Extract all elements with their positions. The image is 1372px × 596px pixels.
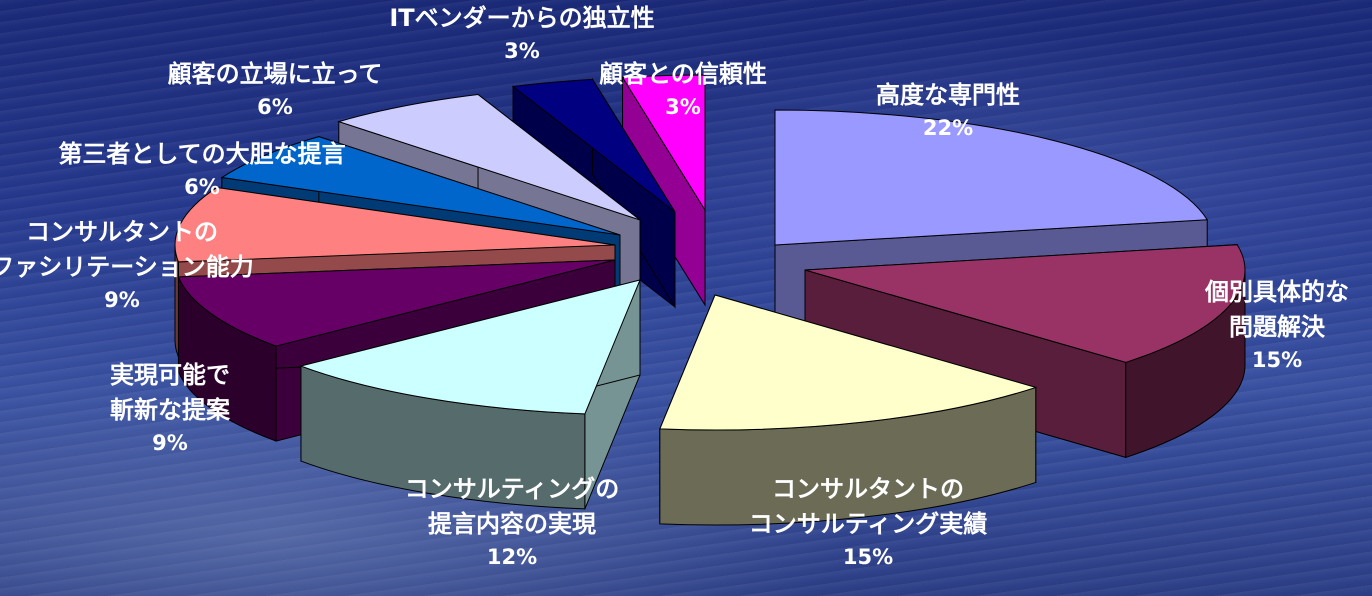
slice-category-label: 高度な専門性 bbox=[876, 81, 1020, 109]
slice-category-label: 実現可能で bbox=[110, 361, 230, 389]
pie-slice-2 bbox=[804, 244, 1246, 459]
slice-percent-label: 9% bbox=[152, 431, 188, 455]
slice-percent-label: 15% bbox=[843, 545, 893, 569]
slice-label-7: 第三者としての大胆な提言 6% bbox=[58, 140, 345, 199]
slice-category-label: 斬新な提案 bbox=[110, 396, 231, 424]
slice-category-label: 問題解決 bbox=[1229, 313, 1326, 341]
slice-category-label: ITベンダーからの独立性 bbox=[389, 4, 654, 32]
slice-category-label: コンサルティング実績 bbox=[749, 510, 988, 538]
slice-category-label: 第三者としての大胆な提言 bbox=[58, 140, 345, 168]
slice-percent-label: 22% bbox=[923, 116, 973, 140]
slice-percent-label: 9% bbox=[104, 288, 140, 312]
slice-category-label: コンサルタントの bbox=[26, 218, 218, 246]
pie-slice-4 bbox=[299, 279, 641, 510]
slice-category-label: コンサルタントの bbox=[772, 475, 964, 503]
slice-percent-label: 3% bbox=[504, 39, 540, 63]
slice-percent-label: 15% bbox=[1252, 348, 1302, 372]
slice-percent-label: 6% bbox=[257, 95, 293, 119]
pie-slice-3 bbox=[659, 294, 1038, 526]
slice-percent-label: 6% bbox=[184, 175, 220, 199]
slice-category-label: ファシリテーション能力 bbox=[0, 253, 254, 281]
slice-category-label: 顧客の立場に立って bbox=[168, 60, 383, 88]
slice-label-9: ITベンダーからの独立性 3% bbox=[389, 4, 654, 63]
slice-category-label: コンサルティングの bbox=[405, 475, 620, 503]
pie-slice-10 bbox=[621, 74, 706, 307]
slice-label-1: 高度な専門性 22% bbox=[876, 81, 1020, 140]
slice-label-10: 顧客との信頼性 3% bbox=[599, 60, 767, 119]
slice-percent-label: 12% bbox=[487, 545, 537, 569]
slice-category-label: 提言内容の実現 bbox=[428, 510, 596, 538]
slice-category-label: 個別具体的な bbox=[1204, 278, 1349, 306]
slice-category-label: 顧客との信頼性 bbox=[599, 60, 767, 88]
slice-label-8: 顧客の立場に立って 6% bbox=[168, 60, 383, 119]
slice-percent-label: 3% bbox=[665, 95, 701, 119]
